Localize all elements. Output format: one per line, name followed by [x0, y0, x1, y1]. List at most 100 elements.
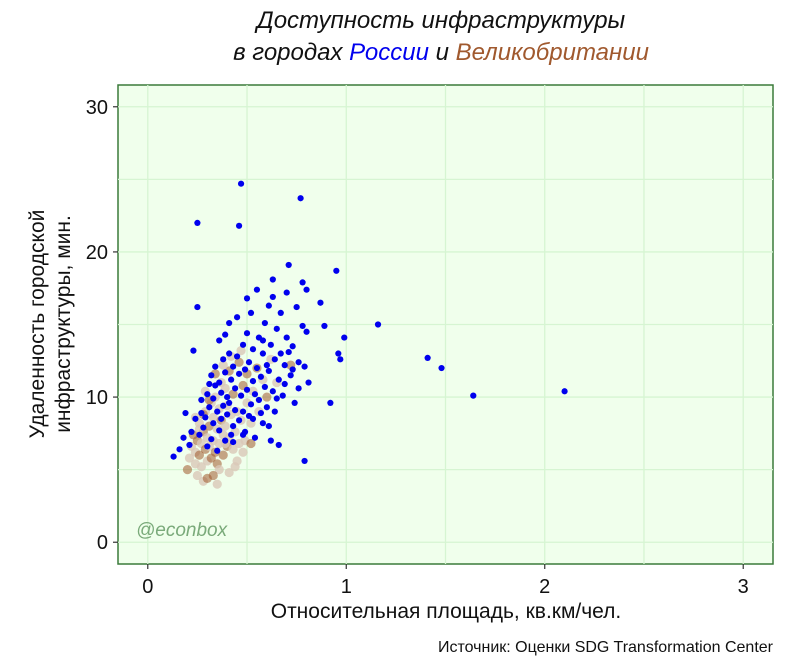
russia-point: [237, 392, 245, 399]
russia-point: [180, 434, 187, 441]
chart-title-line-1: Доступность инфраструктуры: [254, 7, 626, 34]
russia-point: [170, 453, 177, 460]
russia-point: [273, 325, 280, 332]
y-tick-label: 20: [86, 242, 108, 264]
russia-point: [273, 395, 280, 402]
uk-point: [182, 465, 193, 475]
russia-point: [192, 415, 199, 422]
uk-point: [262, 392, 272, 402]
russia-point: [182, 409, 189, 417]
russia-point: [208, 436, 215, 443]
x-tick-label: 3: [738, 576, 749, 598]
russia-point: [281, 362, 288, 369]
russia-point: [295, 359, 302, 366]
russia-point: [186, 441, 193, 449]
russia-point: [259, 350, 266, 357]
russia-point: [198, 409, 205, 417]
source-note: Источник: Оценки SDG Transformation Cent…: [438, 639, 774, 656]
russia-point: [249, 346, 257, 353]
russia-point: [228, 431, 235, 438]
russia-point: [198, 396, 205, 404]
russia-point: [261, 383, 268, 391]
russia-point: [224, 393, 231, 401]
uk-point: [238, 447, 248, 457]
russia-point: [265, 302, 272, 309]
uk-point: [220, 421, 230, 431]
russia-point: [295, 385, 302, 392]
russia-point: [333, 267, 340, 274]
uk-point: [196, 462, 206, 472]
russia-point: [283, 289, 290, 296]
uk-point: [228, 389, 238, 399]
russia-point: [265, 367, 272, 375]
russia-point: [194, 219, 201, 226]
russia-point: [194, 303, 201, 311]
russia-point: [470, 392, 477, 399]
russia-point: [424, 354, 431, 361]
russia-point: [269, 293, 276, 301]
russia-point: [271, 356, 278, 363]
russia-point: [233, 353, 241, 360]
russia-point: [202, 414, 209, 421]
russia-point: [299, 322, 306, 330]
russia-point: [255, 396, 263, 404]
x-tick-label: 0: [142, 576, 153, 598]
russia-point: [247, 309, 255, 316]
watermark: @econbox: [136, 520, 229, 541]
russia-point: [190, 347, 197, 354]
russia-point: [206, 404, 213, 411]
russia-point: [259, 420, 266, 427]
russia-point: [327, 399, 334, 406]
russia-point: [218, 389, 225, 396]
russia-point: [289, 343, 296, 350]
russia-point: [230, 363, 237, 370]
russia-point: [257, 409, 265, 417]
russia-point: [285, 261, 292, 269]
russia-point: [374, 321, 382, 328]
uk-point: [208, 470, 218, 481]
russia-point: [251, 434, 259, 441]
uk-point: [234, 357, 244, 367]
russia-point: [265, 423, 272, 430]
russia-point: [206, 380, 213, 388]
uk-point: [218, 450, 228, 460]
russia-point: [269, 276, 276, 283]
russia-point: [243, 295, 251, 302]
russia-point: [208, 372, 215, 379]
russia-point: [249, 415, 257, 422]
russia-point: [216, 379, 223, 386]
russia-point: [224, 411, 231, 418]
chart-title-russia: России: [349, 39, 429, 66]
uk-point: [218, 360, 228, 370]
x-axis-title: Относительная площадь, кв.км/чел.: [271, 600, 622, 623]
russia-point: [218, 415, 225, 422]
russia-point: [214, 408, 221, 415]
russia-point: [293, 303, 300, 311]
russia-point: [226, 399, 233, 406]
russia-point: [279, 392, 286, 399]
chart-title-line-2: в городах России и Великобритании: [233, 39, 649, 66]
russia-point: [303, 328, 310, 335]
uk-point: [246, 438, 256, 449]
russia-point: [220, 356, 227, 363]
russia-point: [230, 423, 237, 430]
chart-title-prefix: в городах: [233, 39, 349, 66]
russia-point: [335, 350, 342, 357]
russia-point: [196, 431, 203, 438]
uk-point: [212, 479, 222, 489]
y-axis-title-line-2: инфраструктуры, мин.: [52, 215, 75, 433]
russia-point: [317, 299, 324, 306]
x-tick-label: 2: [539, 576, 550, 598]
russia-point: [226, 319, 233, 327]
russia-point: [214, 447, 221, 454]
y-tick-label: 30: [86, 97, 108, 119]
russia-point: [253, 364, 261, 372]
russia-point: [237, 180, 245, 187]
y-tick-label: 10: [86, 387, 108, 409]
uk-point: [192, 470, 202, 481]
russia-point: [239, 341, 247, 348]
russia-point: [261, 319, 268, 327]
russia-point: [251, 391, 259, 398]
russia-point: [267, 437, 274, 444]
russia-point: [305, 379, 312, 386]
